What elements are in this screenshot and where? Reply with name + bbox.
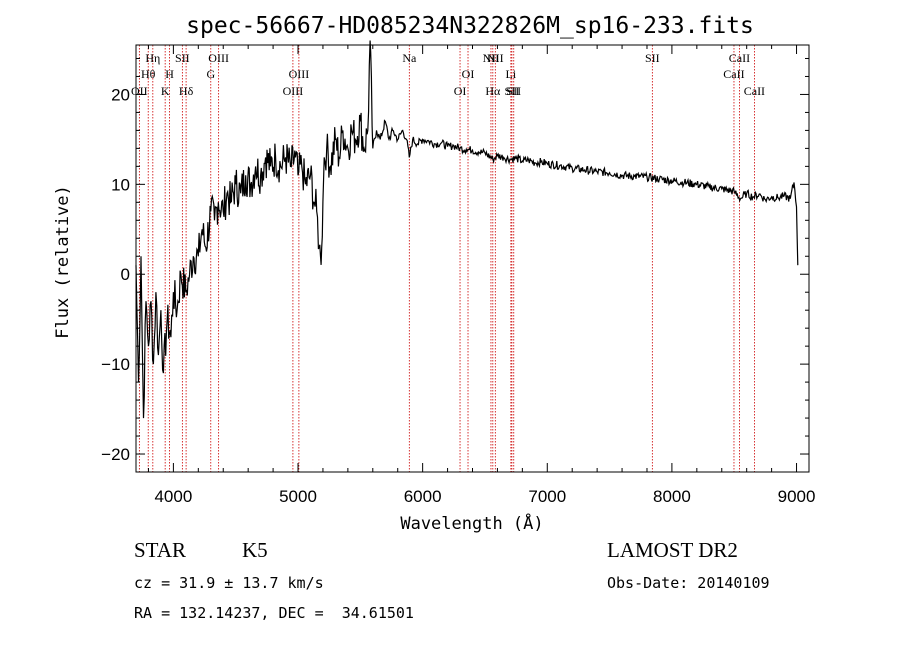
x-tick-label: 4000 [154, 487, 192, 506]
x-axis-label: Wavelength (Å) [400, 512, 543, 534]
y-tick-label: 10 [111, 175, 130, 194]
line-label: NII [487, 51, 504, 65]
x-tick-label: 5000 [279, 487, 317, 506]
spectrum-line [135, 40, 799, 419]
line-label: Hη [145, 51, 160, 65]
y-axis-ticks: −20 −10 0 10 20 [101, 57, 809, 464]
y-tick-label: −10 [101, 355, 130, 374]
line-label: Na [402, 51, 417, 65]
x-tick-label: 9000 [778, 487, 816, 506]
line-label: OII [131, 84, 148, 98]
ra-dec: RA = 132.14237, DEC = 34.61501 [134, 604, 414, 622]
plot-frame [135, 44, 810, 473]
redshift-cz: cz = 31.9 ± 13.7 km/s [134, 574, 324, 592]
y-tick-label: −20 [101, 445, 130, 464]
object-subclass: K5 [242, 538, 268, 562]
line-label: G [206, 67, 215, 81]
spectral-line-labels: OIIHθHηKHSIIHδGOIIIOIIIOIIINaOIOINIIHαNI… [131, 51, 765, 98]
line-label: Hδ [179, 84, 194, 98]
x-axis-ticks: 4000 5000 6000 7000 8000 9000 [147, 45, 816, 506]
y-tick-label: 0 [121, 265, 130, 284]
x-tick-label: 7000 [528, 487, 566, 506]
spectral-line-markers [138, 45, 755, 472]
line-label: CaII [729, 51, 750, 65]
line-label: SII [175, 51, 190, 65]
chart-title: spec-56667-HD085234N322826M_sp16-233.fit… [186, 13, 754, 39]
x-tick-label: 6000 [404, 487, 442, 506]
line-label: Hθ [141, 67, 156, 81]
line-label: OIII [208, 51, 229, 65]
line-label: CaII [744, 84, 765, 98]
line-label: CaII [723, 67, 744, 81]
line-label: SII [645, 51, 660, 65]
x-tick-label: 8000 [653, 487, 691, 506]
line-label: H [165, 67, 174, 81]
obs-date: Obs-Date: 20140109 [607, 574, 770, 592]
line-label: Hα [485, 84, 501, 98]
line-label: NII [483, 51, 500, 65]
y-tick-label: 20 [111, 85, 130, 104]
line-label: OI [454, 84, 467, 98]
object-class: STAR [134, 538, 186, 562]
line-label: OI [462, 67, 475, 81]
survey-name: LAMOST DR2 [607, 538, 738, 562]
line-label: SII [505, 84, 520, 98]
line-label: Li [506, 67, 517, 81]
line-label: OIII [283, 84, 304, 98]
line-label: SII [506, 84, 521, 98]
line-label: OIII [289, 67, 310, 81]
y-axis-label: Flux (relative) [53, 185, 73, 339]
line-label: K [161, 84, 170, 98]
